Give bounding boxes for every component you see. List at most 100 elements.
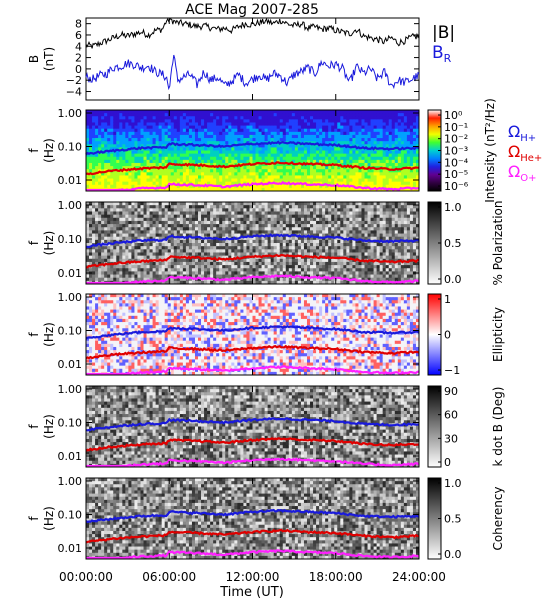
spectrogram-cell [173,236,178,241]
spectrogram-cell [155,184,160,189]
spectrogram-cell [409,128,414,133]
spectrogram-cell [125,230,129,234]
spectrogram-cell [258,156,262,161]
spectrogram-cell [182,280,187,285]
spectrogram-cell [288,153,293,158]
spectrogram-cell [316,172,320,176]
spectrogram-cell [219,274,223,279]
spectrogram-cell [179,202,184,206]
spectrogram-cell [306,184,311,189]
spectrogram-cell [152,153,157,158]
spectrogram-cell [334,181,338,186]
spectrogram-cell [125,227,129,231]
spectrogram-cell [252,125,256,130]
spectrogram-cell [264,187,269,192]
spectrogram-cell [101,134,105,139]
spectrogram-cell [279,119,284,123]
spectrogram-cell [415,162,420,167]
spectrogram-cell [155,122,160,126]
spectrogram-cell [267,243,272,247]
spectrogram-cell [137,113,141,117]
spectrogram-cell [346,187,350,192]
spectrogram-cell [273,110,278,114]
spectrogram-cell [149,116,153,120]
spectrogram-cell [225,131,229,136]
spectrogram-cell [240,224,244,228]
spectrogram-cell [282,138,287,142]
spectrogram-cell [379,144,384,148]
spectrogram-cell [222,202,226,206]
spectrogram-cell [116,233,120,238]
spectrogram-cell [288,220,293,225]
spectrogram-cell [182,166,187,170]
spectrogram-cell [288,217,293,222]
spectrogram-cell [191,233,196,238]
spectrogram-cell [237,214,241,219]
spectrogram-cell [225,141,229,145]
spectrogram-cell [104,227,108,231]
spectrogram-cell [231,268,235,272]
spectrogram-cell [173,227,178,231]
spectrogram-cell [155,181,160,186]
spectrogram-cell [185,227,190,231]
spectrogram-cell [164,243,169,247]
spectrogram-cell [415,141,420,145]
spectrogram-cell [334,122,338,126]
spectrogram-cell [188,236,193,241]
spectrogram-cell [364,122,368,126]
spectrogram-cell [240,156,244,161]
spectrogram-cell [182,110,187,114]
spectrogram-cell [346,110,350,114]
spectrogram-cell [188,246,193,250]
spectrogram-cell [216,169,220,173]
spectrogram-cell [297,187,302,192]
spectrogram-cell [240,268,244,272]
spectrogram-cell [252,178,256,183]
spectrogram-cell [225,280,229,285]
spectrogram-cell [167,156,172,161]
spectrogram-cell [101,265,105,269]
spectrogram-cell [122,217,126,222]
spectrogram-cell [382,119,387,123]
spectrogram-cell [334,125,338,130]
spectrogram-cell [228,113,232,117]
spectrogram-cell [240,119,244,123]
spectrogram-cell [313,119,317,123]
spectrogram-cell [188,128,193,133]
spectrogram-cell [300,249,305,253]
spectrogram-cell [294,147,299,151]
spectrogram-cell [385,113,390,117]
spectrogram-cell [107,211,111,216]
spectrogram-cell [194,243,199,247]
spectrogram-cell [101,246,105,250]
spectrogram-cell [243,208,247,212]
spectrogram-cell [176,131,181,136]
spectrogram-cell [210,113,214,117]
spectrogram-cell [137,110,141,114]
spectrogram-cell [191,150,196,155]
spectrogram-cell [213,274,217,279]
spectrogram-cell [107,274,111,279]
spectrogram-cell [155,125,160,130]
spectrogram-cell [319,202,323,206]
spectrogram-cell [246,258,250,263]
spectrogram-cell [406,172,411,176]
spectrogram-cell [243,214,247,219]
spectrogram-cell [276,211,281,216]
spectrogram-cell [110,202,114,206]
spectrogram-cell [243,125,247,130]
spectrogram-cell [264,113,269,117]
spectrogram-cell [319,110,323,114]
spectrogram-cell [149,178,153,183]
spectrogram-cell [282,144,287,148]
spectrogram-cell [303,239,308,244]
spectrogram-cell [240,208,244,212]
spectrogram-cell [98,162,102,167]
spectrogram-cell [276,147,281,151]
spectrogram-cell [210,258,214,263]
spectrogram-cell [155,175,160,179]
spectrogram-cell [110,147,114,151]
spectrogram-cell [379,131,384,136]
spectrogram-cell [279,220,284,225]
spectrogram-cell [113,217,117,222]
